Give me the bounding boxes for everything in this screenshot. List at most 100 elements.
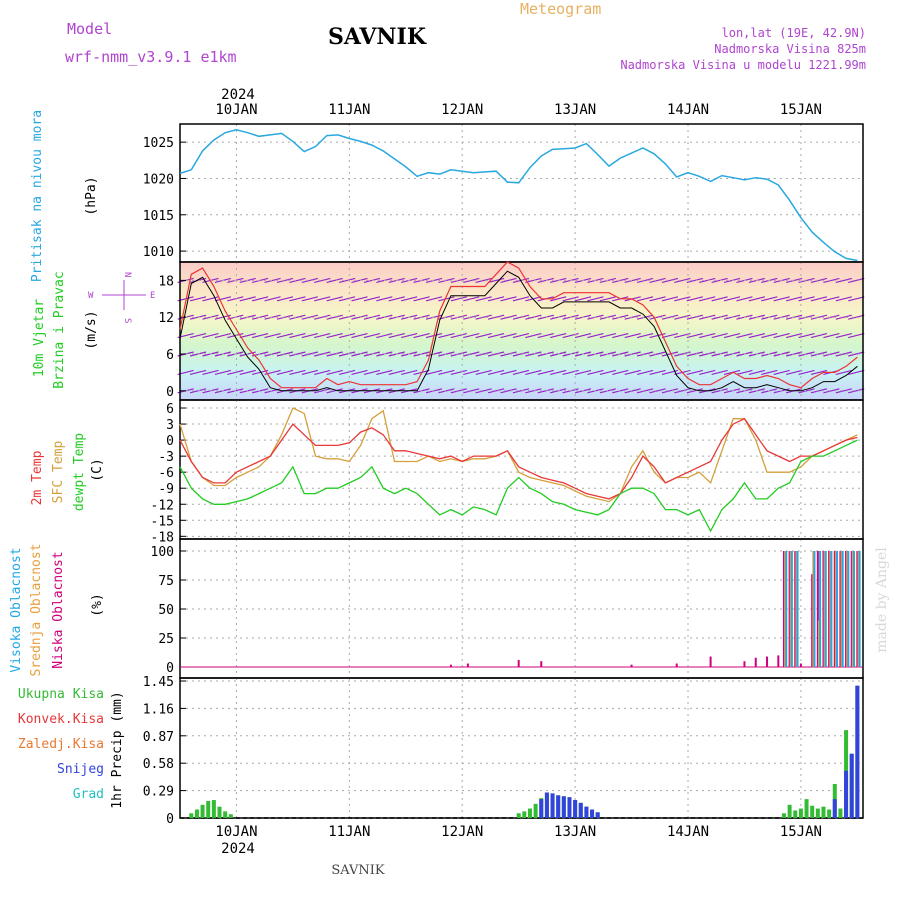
precip-bar bbox=[556, 795, 561, 818]
pressure-panel: 1010 1015 1020 1025 bbox=[143, 123, 864, 263]
wind-barb bbox=[326, 314, 343, 320]
wind-barb bbox=[686, 296, 703, 302]
wind-barb bbox=[699, 314, 716, 320]
cloud-bar bbox=[799, 663, 802, 667]
wind-barb bbox=[252, 333, 269, 339]
wind-barb bbox=[276, 369, 294, 375]
wind-barb bbox=[649, 388, 666, 394]
dewpt-line bbox=[179, 439, 858, 533]
precip-bar bbox=[223, 811, 228, 818]
precip-ytick-label: 0.29 bbox=[143, 785, 174, 800]
compass-rose: W E N S bbox=[88, 272, 155, 323]
wind-barb bbox=[475, 277, 492, 283]
wind-barb bbox=[761, 296, 778, 302]
precip-bar bbox=[550, 793, 555, 818]
precip-bar bbox=[584, 806, 589, 818]
wind-barb bbox=[636, 388, 654, 394]
wind-barb bbox=[425, 388, 443, 394]
wind-barb bbox=[338, 369, 356, 375]
wind-barb bbox=[276, 277, 294, 283]
wind-barb bbox=[848, 351, 865, 357]
model-name: wrf-nmm_v3.9.1 e1km bbox=[65, 48, 237, 66]
wind-barb bbox=[276, 333, 294, 339]
wind-barb bbox=[649, 277, 666, 283]
wind-barb bbox=[699, 351, 716, 357]
wind-barb bbox=[388, 296, 405, 302]
temp-ylabel-2m: 2m Temp bbox=[30, 450, 45, 505]
wind-barb bbox=[599, 333, 617, 339]
wind-barb bbox=[823, 296, 840, 302]
wind-barb bbox=[363, 314, 381, 320]
wind-ytick-label: 12 bbox=[158, 311, 174, 326]
wind-barb bbox=[723, 333, 741, 339]
wind-barb bbox=[338, 333, 356, 339]
cloud-bar bbox=[822, 551, 825, 667]
wind-barb bbox=[338, 314, 356, 320]
wind-barb bbox=[537, 333, 554, 339]
wind-barb bbox=[475, 314, 492, 320]
precip-bar bbox=[194, 809, 199, 818]
temp-ytick-label: -15 bbox=[151, 514, 174, 529]
lonlat-text: lon,lat (19E, 42.9N) bbox=[722, 26, 867, 40]
wind-barb bbox=[239, 333, 256, 339]
wind-barb bbox=[450, 351, 467, 357]
wind-barb bbox=[525, 369, 542, 375]
wind-barb bbox=[537, 351, 554, 357]
temp-frame bbox=[179, 399, 864, 540]
precip-bar bbox=[206, 800, 211, 818]
wind-barb bbox=[848, 333, 865, 339]
sfc-temp-line bbox=[179, 407, 858, 503]
bottom-date-labels: 10JAN 11JAN 12JAN 13JAN 14JAN 15JAN bbox=[215, 824, 822, 840]
wind-barb bbox=[301, 314, 318, 320]
wind-barb bbox=[463, 333, 480, 339]
altitude-text: Nadmorska Visina 825m bbox=[714, 42, 866, 56]
wind-barb bbox=[289, 277, 306, 283]
precip-bar bbox=[573, 800, 578, 818]
wind-barb bbox=[214, 369, 232, 375]
wind-barb bbox=[326, 369, 343, 375]
wind-barb bbox=[835, 314, 852, 320]
wind-barb bbox=[636, 296, 654, 302]
wind-barb bbox=[711, 314, 728, 320]
wind-barb bbox=[686, 351, 703, 357]
wind-barb bbox=[835, 333, 852, 339]
wind-barb bbox=[785, 296, 803, 302]
top-date-labels: 10JAN 11JAN 12JAN 13JAN 14JAN 15JAN bbox=[215, 102, 822, 118]
top-date-label: 11JAN bbox=[328, 102, 370, 118]
precip-bar bbox=[578, 802, 583, 818]
precip-bar bbox=[200, 804, 205, 818]
wind-barb bbox=[202, 369, 219, 375]
wind-barb bbox=[475, 296, 492, 302]
wind-barb bbox=[587, 369, 604, 375]
precip-bar bbox=[590, 809, 595, 818]
precip-bar bbox=[810, 805, 815, 818]
wind-barb bbox=[574, 369, 592, 375]
wind-barb bbox=[500, 314, 517, 320]
precip-bar bbox=[533, 803, 538, 818]
wind-barb bbox=[798, 388, 815, 394]
temp-ytick-label: 3 bbox=[166, 418, 174, 433]
wind-barb bbox=[773, 369, 790, 375]
wind-barb bbox=[264, 296, 281, 302]
wind-barb bbox=[785, 314, 803, 320]
precip-ytick-label: 1.16 bbox=[143, 702, 174, 717]
wind-barb bbox=[227, 296, 244, 302]
wind-barb bbox=[835, 277, 852, 283]
top-date-label: 10JAN bbox=[215, 102, 257, 118]
wind-barb bbox=[314, 296, 331, 302]
wind-barb bbox=[835, 351, 852, 357]
wind-barb bbox=[810, 277, 828, 283]
wind-barb bbox=[351, 277, 368, 283]
wind-barb bbox=[351, 296, 368, 302]
wind-barb bbox=[649, 369, 666, 375]
temp-ylabel-sfc: SFC Temp bbox=[51, 441, 66, 504]
wind-barb bbox=[463, 388, 480, 394]
wind-barb bbox=[500, 351, 517, 357]
wind-barb bbox=[388, 333, 405, 339]
cloud-bar bbox=[816, 551, 819, 667]
cloud-bar bbox=[812, 551, 815, 667]
precip-bar bbox=[544, 792, 549, 818]
bottom-date-label: 10JAN bbox=[215, 824, 257, 840]
wind-barb bbox=[785, 277, 803, 283]
